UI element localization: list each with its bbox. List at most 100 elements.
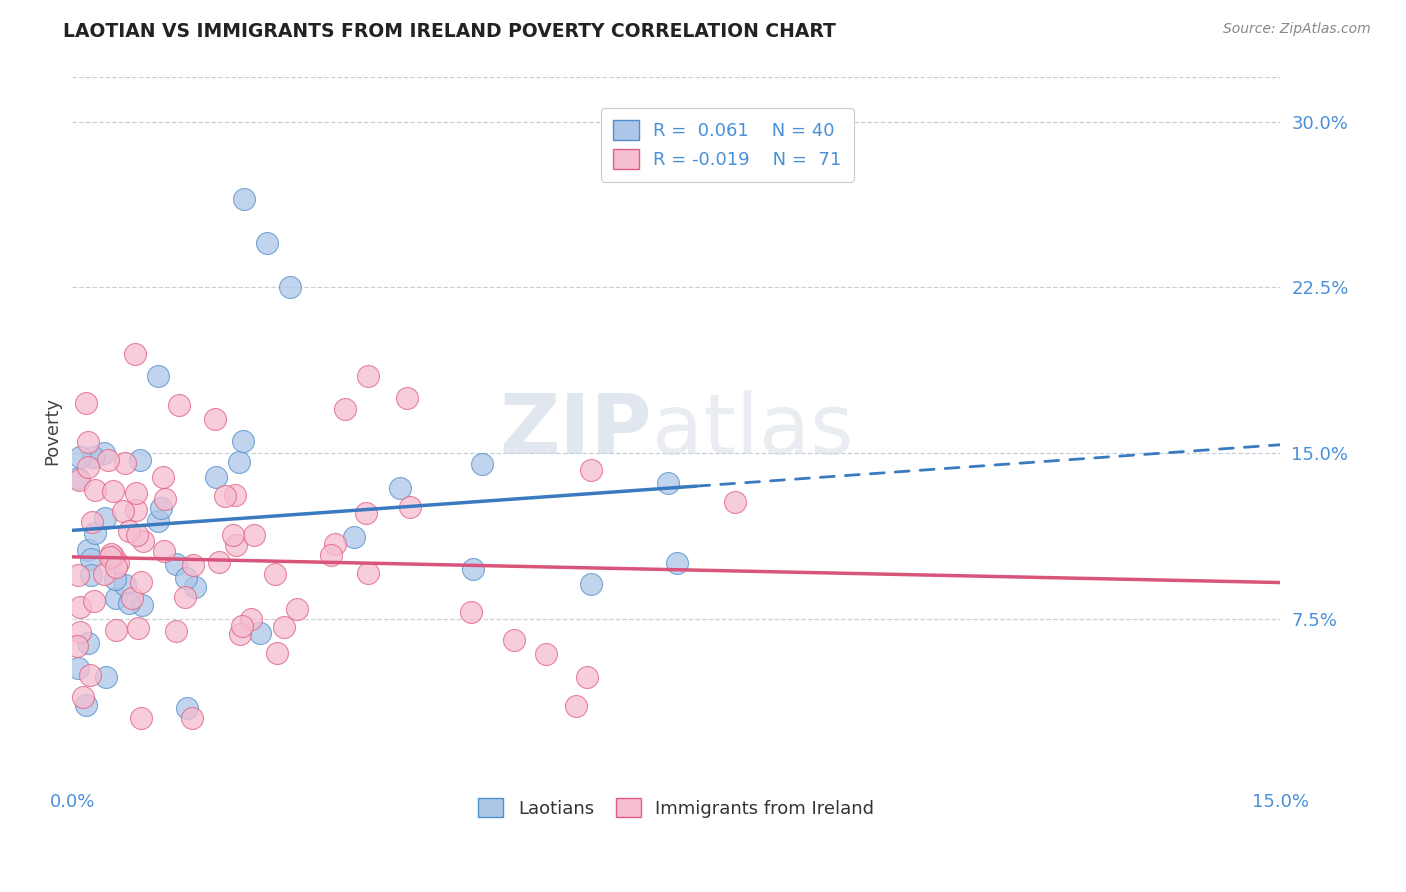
Point: [112, 504, 135, 518]
Point: [357, 368, 380, 383]
Text: ZIP: ZIP: [499, 391, 652, 472]
Point: [76, 434, 98, 449]
Point: [118, 596, 141, 610]
Point: [222, 528, 245, 542]
Point: [285, 602, 308, 616]
Point: [398, 500, 420, 515]
Point: [101, 483, 124, 498]
Point: [280, 280, 302, 294]
Point: [256, 236, 278, 251]
Point: [69, 450, 91, 465]
Point: [181, 558, 204, 572]
Point: [104, 573, 127, 587]
Point: [184, 580, 207, 594]
Point: [65, 639, 87, 653]
Point: [173, 590, 195, 604]
Point: [96, 670, 118, 684]
Point: [77, 543, 100, 558]
Point: [396, 391, 419, 405]
Point: [72, 690, 94, 704]
Point: [174, 571, 197, 585]
Point: [149, 501, 172, 516]
Point: [471, 457, 494, 471]
Point: [75, 698, 97, 713]
Point: [124, 346, 146, 360]
Point: [165, 624, 187, 639]
Point: [146, 368, 169, 383]
Point: [83, 594, 105, 608]
Point: [107, 556, 129, 570]
Point: [325, 537, 347, 551]
Point: [125, 528, 148, 542]
Point: [388, 481, 411, 495]
Point: [100, 547, 122, 561]
Point: [125, 502, 148, 516]
Point: [534, 647, 557, 661]
Point: [266, 646, 288, 660]
Point: [127, 621, 149, 635]
Point: [225, 538, 247, 552]
Point: [229, 626, 252, 640]
Point: [176, 701, 198, 715]
Point: [69, 599, 91, 614]
Point: [131, 533, 153, 548]
Point: [657, 476, 679, 491]
Point: [67, 661, 90, 675]
Point: [69, 625, 91, 640]
Point: [93, 566, 115, 581]
Point: [581, 576, 603, 591]
Point: [80, 568, 103, 582]
Point: [273, 620, 295, 634]
Point: [118, 524, 141, 538]
Point: [232, 434, 254, 448]
Point: [214, 489, 236, 503]
Point: [666, 557, 689, 571]
Point: [93, 446, 115, 460]
Point: [565, 699, 588, 714]
Point: [153, 491, 176, 506]
Text: Source: ZipAtlas.com: Source: ZipAtlas.com: [1223, 22, 1371, 37]
Point: [153, 543, 176, 558]
Point: [114, 457, 136, 471]
Point: [67, 567, 90, 582]
Point: [321, 549, 343, 563]
Point: [205, 470, 228, 484]
Point: [103, 549, 125, 563]
Point: [83, 483, 105, 497]
Point: [105, 591, 128, 606]
Point: [502, 633, 524, 648]
Point: [357, 566, 380, 580]
Point: [463, 562, 485, 576]
Point: [125, 485, 148, 500]
Text: LAOTIAN VS IMMIGRANTS FROM IRELAND POVERTY CORRELATION CHART: LAOTIAN VS IMMIGRANTS FROM IRELAND POVER…: [63, 22, 837, 41]
Point: [576, 670, 599, 684]
Point: [263, 567, 285, 582]
Point: [129, 575, 152, 590]
Point: [128, 452, 150, 467]
Point: [242, 527, 264, 541]
Point: [129, 711, 152, 725]
Point: [80, 515, 103, 529]
Point: [148, 514, 170, 528]
Point: [93, 511, 115, 525]
Point: [67, 473, 90, 487]
Y-axis label: Poverty: Poverty: [44, 397, 60, 465]
Point: [724, 494, 747, 508]
Point: [152, 470, 174, 484]
Point: [77, 635, 100, 649]
Point: [77, 459, 100, 474]
Text: atlas: atlas: [652, 391, 853, 472]
Point: [165, 557, 187, 571]
Point: [67, 471, 90, 485]
Point: [354, 507, 377, 521]
Point: [204, 412, 226, 426]
Point: [98, 550, 121, 565]
Point: [104, 559, 127, 574]
Point: [579, 463, 602, 477]
Point: [80, 552, 103, 566]
Point: [240, 612, 263, 626]
Point: [131, 598, 153, 612]
Point: [104, 623, 127, 637]
Point: [460, 605, 482, 619]
Point: [114, 577, 136, 591]
